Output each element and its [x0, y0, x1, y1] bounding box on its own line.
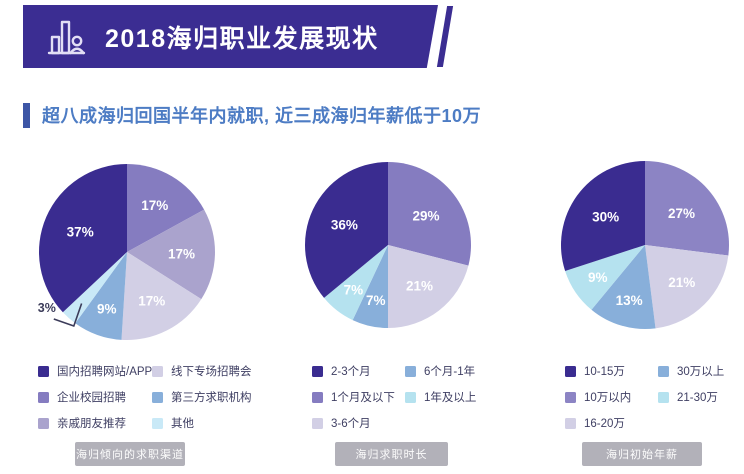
pie-callout-line [53, 303, 83, 328]
legend-swatch [312, 417, 323, 429]
legend-item: 30万以上 [658, 364, 724, 378]
legend-label: 3-6个月 [331, 418, 371, 430]
legend-item: 6个月-1年 [405, 364, 475, 378]
pie-value-label: 9% [97, 301, 117, 316]
legend-label: 2-3个月 [331, 366, 371, 378]
chart-caption: 海归倾向的求职渠道 [75, 442, 185, 466]
page-title: 2018海归职业发展现状 [105, 24, 379, 53]
pie-value-label: 27% [668, 206, 695, 221]
pie-value-label: 7% [366, 293, 386, 308]
legend-label: 国内招聘网站/APP [57, 366, 153, 378]
pie-slice [388, 162, 471, 266]
legend-item: 亲戚朋友推荐 [38, 416, 126, 430]
pie-chart: 29% 21% 7%7% 36% [304, 162, 471, 328]
legend-item: 21-30万 [658, 390, 718, 404]
legend-item: 2-3个月 [312, 364, 371, 378]
legend-item: 其他 [152, 416, 194, 430]
pie-slice [121, 252, 202, 341]
legend-swatch [38, 365, 49, 377]
legend-item: 企业校园招聘 [38, 390, 126, 404]
pie-value-label: 36% [331, 218, 358, 233]
pie-value-label: 17% [168, 247, 195, 262]
legend-swatch [565, 391, 576, 403]
pie-slice [565, 245, 645, 310]
legend-item: 10-15万 [565, 364, 625, 378]
legend-swatch [658, 391, 669, 403]
pie-value-label: 29% [412, 209, 439, 224]
pie-slice [388, 245, 469, 328]
legend-swatch [38, 417, 49, 429]
legend-item: 国内招聘网站/APP [38, 364, 152, 378]
legend-item: 1年及以上 [405, 390, 476, 404]
legend-label: 16-20万 [584, 418, 625, 430]
pie-value-label: 7% [344, 283, 364, 298]
legend-swatch [405, 365, 416, 377]
title-banner: 2018海归职业发展现状 [23, 5, 438, 68]
pie-slice [560, 161, 645, 271]
legend-label: 线下专场招聘会 [171, 366, 252, 378]
chart-caption: 海归求职时长 [335, 442, 448, 466]
pie-callout-label: 3% [38, 301, 56, 315]
legend-label: 第三方求职机构 [171, 392, 252, 404]
pie-value-label: 21% [668, 275, 695, 290]
legend-swatch [405, 391, 416, 403]
legend-swatch [312, 391, 323, 403]
pie-chart: 17% 17% 17% 9% 3% 37% [38, 164, 215, 341]
legend-swatch [565, 365, 576, 377]
legend-item: 3-6个月 [312, 416, 371, 430]
pie-value-label: 37% [67, 225, 94, 240]
pie-value-label: 9% [588, 270, 608, 285]
pie-slice [75, 252, 127, 340]
legend-item: 第三方求职机构 [152, 390, 252, 404]
pie-slice [645, 245, 729, 329]
legend-item: 16-20万 [565, 416, 625, 430]
legend-label: 10-15万 [584, 366, 625, 378]
legend-label: 6个月-1年 [424, 366, 476, 378]
pie-slice [352, 245, 388, 328]
legend-swatch [658, 365, 669, 377]
pie-slice [304, 162, 388, 298]
banner-accent-stripe [436, 6, 454, 67]
legend-item: 1个月及以下 [312, 390, 395, 404]
legend-label: 1个月及以下 [331, 392, 395, 404]
subtitle-accent-bar [23, 102, 30, 128]
pie-slice [645, 161, 730, 256]
legend-label: 21-30万 [677, 392, 718, 404]
legend-label: 1年及以上 [424, 392, 477, 404]
pie-slice [127, 209, 215, 300]
pie-slice [127, 164, 205, 252]
legend-swatch [152, 417, 163, 429]
pie-slice [62, 252, 127, 324]
pie-slice [324, 245, 388, 321]
legend-swatch [152, 365, 163, 377]
pie-value-label: 17% [138, 294, 165, 309]
legend-label: 亲戚朋友推荐 [57, 418, 126, 430]
legend-swatch [565, 417, 576, 429]
pie-slice [38, 164, 127, 313]
subtitle: 超八成海归回国半年内就职, 近三成海归年薪低于10万 [23, 102, 481, 128]
legend-swatch [38, 391, 49, 403]
pie-value-label: 13% [616, 293, 643, 308]
pie-value-label: 17% [141, 198, 168, 213]
legend-swatch [312, 365, 323, 377]
legend-label: 企业校园招聘 [57, 392, 126, 404]
subtitle-text: 超八成海归回国半年内就职, 近三成海归年薪低于10万 [42, 106, 482, 126]
bar-chart-people-icon [47, 20, 86, 54]
pie-value-label: 21% [406, 279, 433, 294]
pie-chart: 27% 21% 13% 9% 30% [560, 161, 730, 330]
legend-label: 其他 [171, 418, 194, 430]
legend-item: 线下专场招聘会 [152, 364, 252, 378]
pie-value-label: 30% [592, 209, 619, 224]
legend-label: 10万以内 [584, 392, 632, 404]
legend-swatch [152, 391, 163, 403]
pie-slice [591, 245, 656, 330]
legend-label: 30万以上 [677, 366, 725, 378]
legend-item: 10万以内 [565, 390, 631, 404]
chart-caption: 海归初始年薪 [582, 442, 702, 466]
